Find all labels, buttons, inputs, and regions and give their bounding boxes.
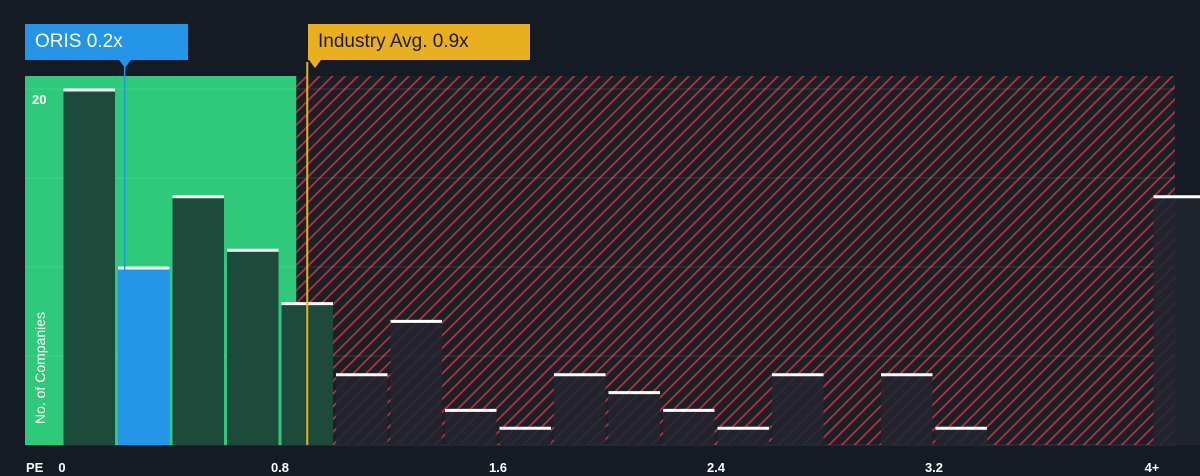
industry-avg-label-pointer bbox=[309, 60, 321, 68]
histogram-bar bbox=[227, 249, 279, 445]
histogram-bar bbox=[717, 427, 769, 445]
histogram-bar bbox=[881, 373, 933, 445]
histogram-bar bbox=[554, 373, 606, 445]
histogram-bar bbox=[336, 373, 388, 445]
x-tick-label: 1.6 bbox=[489, 460, 507, 475]
x-tick-label: 2.4 bbox=[707, 460, 726, 475]
industry-avg-label: Industry Avg. 0.9x bbox=[308, 24, 530, 68]
company-pe-label-pointer bbox=[119, 60, 131, 68]
x-tick-label: 4+ bbox=[1145, 460, 1160, 475]
histogram-bar bbox=[118, 267, 170, 445]
company-pe-label: ORIS 0.2x bbox=[25, 24, 188, 68]
histogram-bar bbox=[663, 409, 715, 445]
industry-avg-label-text: Industry Avg. 0.9x bbox=[318, 31, 469, 52]
histogram-bar bbox=[390, 320, 442, 445]
histogram-bar bbox=[172, 195, 224, 445]
histogram-bar bbox=[772, 373, 824, 445]
histogram-bar bbox=[499, 427, 551, 445]
y-axis-label: No. of Companies bbox=[32, 312, 48, 424]
histogram-bar bbox=[608, 391, 660, 445]
histogram-bar bbox=[1153, 195, 1200, 445]
x-tick-label: 0 bbox=[58, 460, 65, 475]
x-axis-title: PE bbox=[26, 460, 44, 475]
y-tick-label: 20 bbox=[32, 92, 46, 107]
histogram-bar bbox=[63, 89, 115, 445]
histogram-bar bbox=[445, 409, 497, 445]
company-pe-label-text: ORIS 0.2x bbox=[35, 31, 123, 52]
histogram-bar bbox=[935, 427, 987, 445]
x-tick-label: 0.8 bbox=[271, 460, 289, 475]
x-tick-label: 3.2 bbox=[925, 460, 943, 475]
overvalued-zone bbox=[296, 76, 1176, 445]
